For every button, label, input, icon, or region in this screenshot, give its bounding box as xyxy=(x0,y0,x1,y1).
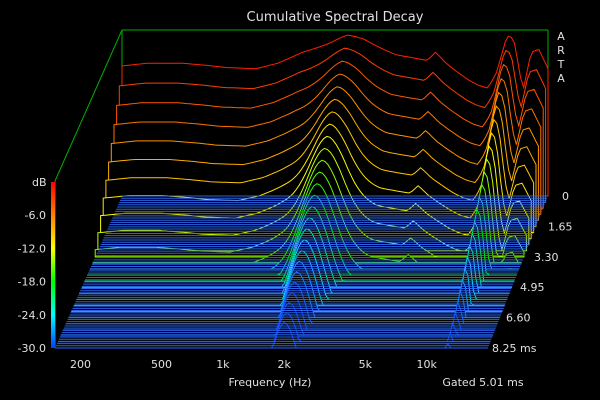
y-tick-label: -18.0 xyxy=(18,276,46,289)
color-bar xyxy=(51,182,55,348)
x-ticks: 200 500 1k 2k 5k 10k xyxy=(70,358,438,371)
time-tick-label: 0 xyxy=(562,190,569,203)
time-tick-label: 3.30 xyxy=(534,251,559,264)
y-tick-label: -12.0 xyxy=(18,242,46,255)
x-tick-label: 1k xyxy=(216,358,230,371)
colorbar-strip xyxy=(51,182,55,348)
x-tick-label: 200 xyxy=(70,358,91,371)
y-axis-label: dB xyxy=(32,176,47,189)
watermark-letter: T xyxy=(557,58,565,71)
decay-slices xyxy=(55,34,549,349)
y-tick-label: -6.0 xyxy=(25,209,46,222)
x-tick-label: 5k xyxy=(359,358,373,371)
y-tick-label: -30.0 xyxy=(18,342,46,355)
time-tick-label: 8.25 ms xyxy=(492,342,537,355)
watermark-letter: R xyxy=(557,44,565,57)
y-tick-label: -24.0 xyxy=(18,309,46,322)
time-tick-label: 4.95 xyxy=(520,281,545,294)
x-tick-label: 2k xyxy=(278,358,292,371)
x-tick-label: 500 xyxy=(151,358,172,371)
time-tick-label: 6.60 xyxy=(506,312,531,325)
x-axis-label: Frequency (Hz) xyxy=(229,376,312,389)
x-tick-label: 10k xyxy=(416,358,437,371)
time-ticks: 0 1.65 3.30 4.95 6.60 8.25 ms xyxy=(492,190,573,355)
watermark-letter: A xyxy=(557,72,565,85)
time-tick-label: 1.65 xyxy=(548,220,573,233)
chart-title: Cumulative Spectral Decay xyxy=(247,10,424,25)
gate-label: Gated 5.01 ms xyxy=(442,376,524,389)
y-ticks: -6.0 -12.0 -18.0 -24.0 -30.0 xyxy=(18,209,46,355)
frame-side-diagonal xyxy=(54,29,123,182)
watermark-letter: A xyxy=(557,30,565,43)
